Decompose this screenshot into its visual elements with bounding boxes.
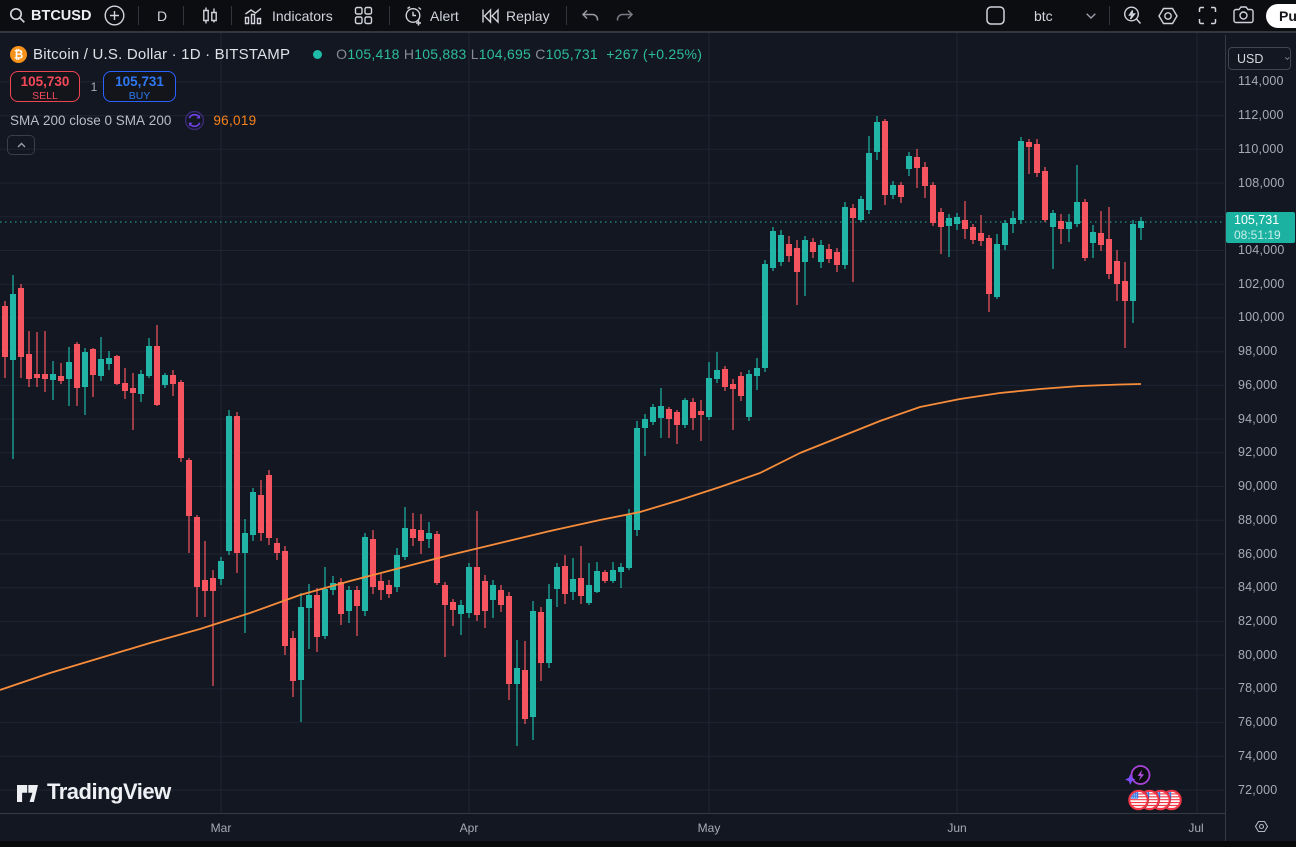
svg-text:₿: ₿ <box>14 49 23 61</box>
